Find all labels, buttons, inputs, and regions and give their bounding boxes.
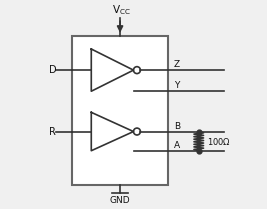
Text: GND: GND [110,196,130,205]
Text: R: R [49,126,56,136]
Text: A: A [174,141,180,150]
Text: V$_{\mathregular{CC}}$: V$_{\mathregular{CC}}$ [112,4,131,17]
Text: D: D [49,65,57,75]
FancyBboxPatch shape [72,36,168,185]
Text: Y: Y [174,81,179,90]
Text: B: B [174,122,180,131]
Text: Z: Z [174,60,180,69]
Text: 100$\Omega$: 100$\Omega$ [207,136,231,147]
